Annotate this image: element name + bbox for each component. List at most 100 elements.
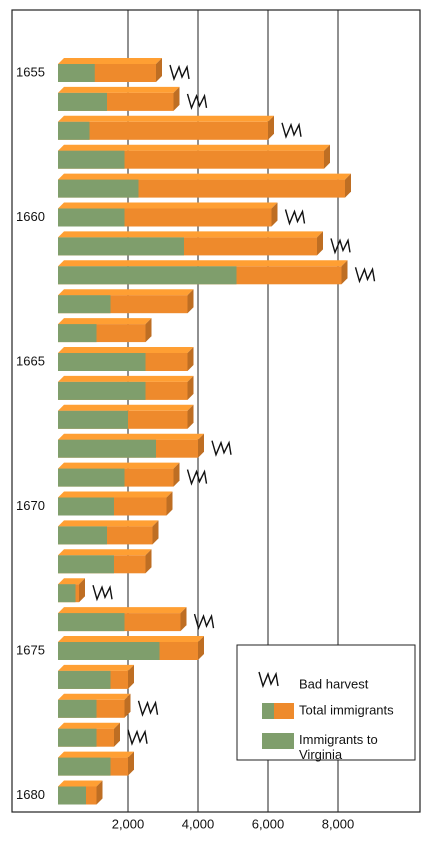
y-tick-label: 1660 xyxy=(16,209,45,224)
bar xyxy=(58,324,97,343)
bar xyxy=(58,468,125,487)
bar-top xyxy=(58,462,180,469)
y-tick-label: 1655 xyxy=(16,64,45,79)
bar-side xyxy=(187,375,194,400)
bar xyxy=(58,410,128,429)
bar-top xyxy=(58,693,131,700)
bar xyxy=(58,699,97,718)
bar-side xyxy=(317,231,323,256)
bar-top xyxy=(58,260,348,267)
bar-top xyxy=(58,318,152,325)
bad-harvest-mark xyxy=(169,64,190,82)
bar-side xyxy=(79,578,85,603)
legend-swatch xyxy=(262,733,294,749)
bar-top xyxy=(58,404,194,411)
bar-side xyxy=(166,491,173,516)
y-tick-label: 1675 xyxy=(16,642,45,657)
bar-top xyxy=(58,520,159,527)
bar xyxy=(58,642,160,660)
bar xyxy=(58,121,90,140)
x-tick-label: 2,000 xyxy=(112,816,145,831)
legend-label: Bad harvest xyxy=(299,676,369,691)
bar-top xyxy=(58,664,134,671)
y-tick-label: 1665 xyxy=(16,353,45,368)
bad-harvest-mark xyxy=(211,440,232,457)
bar-top xyxy=(58,636,204,642)
bad-harvest-mark xyxy=(284,209,306,226)
x-tick-label: 4,000 xyxy=(182,816,215,831)
bar-side xyxy=(324,144,330,169)
bad-harvest-mark xyxy=(281,122,302,139)
bad-harvest-mark xyxy=(186,93,208,111)
bar-side xyxy=(128,664,134,689)
legend-label: Immigrants to Virginia xyxy=(299,732,378,762)
bad-harvest-mark xyxy=(193,613,215,631)
bar xyxy=(58,757,111,776)
bar xyxy=(58,237,184,256)
bar-top xyxy=(58,722,120,729)
bar xyxy=(58,613,125,632)
legend-harvest-mark xyxy=(258,671,279,689)
bar-top xyxy=(58,86,180,93)
bar xyxy=(58,497,114,516)
legend-swatch xyxy=(262,703,274,719)
bar-top xyxy=(58,578,85,585)
bar-side xyxy=(268,115,274,140)
bar-side xyxy=(173,462,180,487)
legend-label: Total immigrants xyxy=(299,702,394,717)
bar-top xyxy=(58,58,162,64)
bar-top xyxy=(58,202,278,209)
bad-harvest-mark xyxy=(354,267,376,284)
bar-side xyxy=(156,58,162,82)
bar xyxy=(58,121,268,140)
bar xyxy=(58,64,95,82)
bar-side xyxy=(173,86,180,111)
bar xyxy=(58,295,111,314)
bar-top xyxy=(58,491,173,498)
frame xyxy=(11,9,421,813)
bar-top xyxy=(58,289,194,296)
bar-top xyxy=(58,231,323,238)
bar xyxy=(58,728,97,747)
legend-swatch xyxy=(274,703,294,719)
bar-top xyxy=(58,607,187,614)
bar-top xyxy=(58,433,204,440)
bar-side xyxy=(187,347,194,371)
x-tick-label: 6,000 xyxy=(252,816,285,831)
bad-harvest-mark xyxy=(330,238,351,255)
bar-side xyxy=(124,693,131,718)
bar-side xyxy=(145,318,152,343)
bar-side xyxy=(341,260,348,285)
bar-side xyxy=(198,636,204,660)
bar-side xyxy=(271,202,278,227)
y-tick-label: 1670 xyxy=(16,498,45,513)
bar xyxy=(58,786,86,805)
bar-top xyxy=(58,751,134,758)
bar-top xyxy=(58,144,330,151)
bar-side xyxy=(96,780,103,805)
bar xyxy=(58,266,237,285)
bar xyxy=(58,381,146,400)
bar xyxy=(58,92,107,111)
bar-top xyxy=(58,549,152,556)
bar-side xyxy=(180,607,187,632)
bar-top xyxy=(58,173,351,180)
bar-side xyxy=(198,433,204,458)
bar xyxy=(58,353,146,371)
bar-side xyxy=(187,404,194,429)
bar-side xyxy=(128,751,134,776)
bad-harvest-mark xyxy=(186,469,208,486)
bar-side xyxy=(114,722,120,747)
bar-top xyxy=(58,347,194,353)
bar-side xyxy=(345,173,351,198)
y-tick-label: 1680 xyxy=(16,787,45,802)
bar xyxy=(58,439,156,458)
bar-top xyxy=(58,375,194,382)
bar-side xyxy=(145,549,152,574)
bar xyxy=(58,208,125,227)
bar xyxy=(58,526,107,545)
bad-harvest-mark xyxy=(92,584,113,602)
legend-label-line: Virginia xyxy=(299,747,343,762)
